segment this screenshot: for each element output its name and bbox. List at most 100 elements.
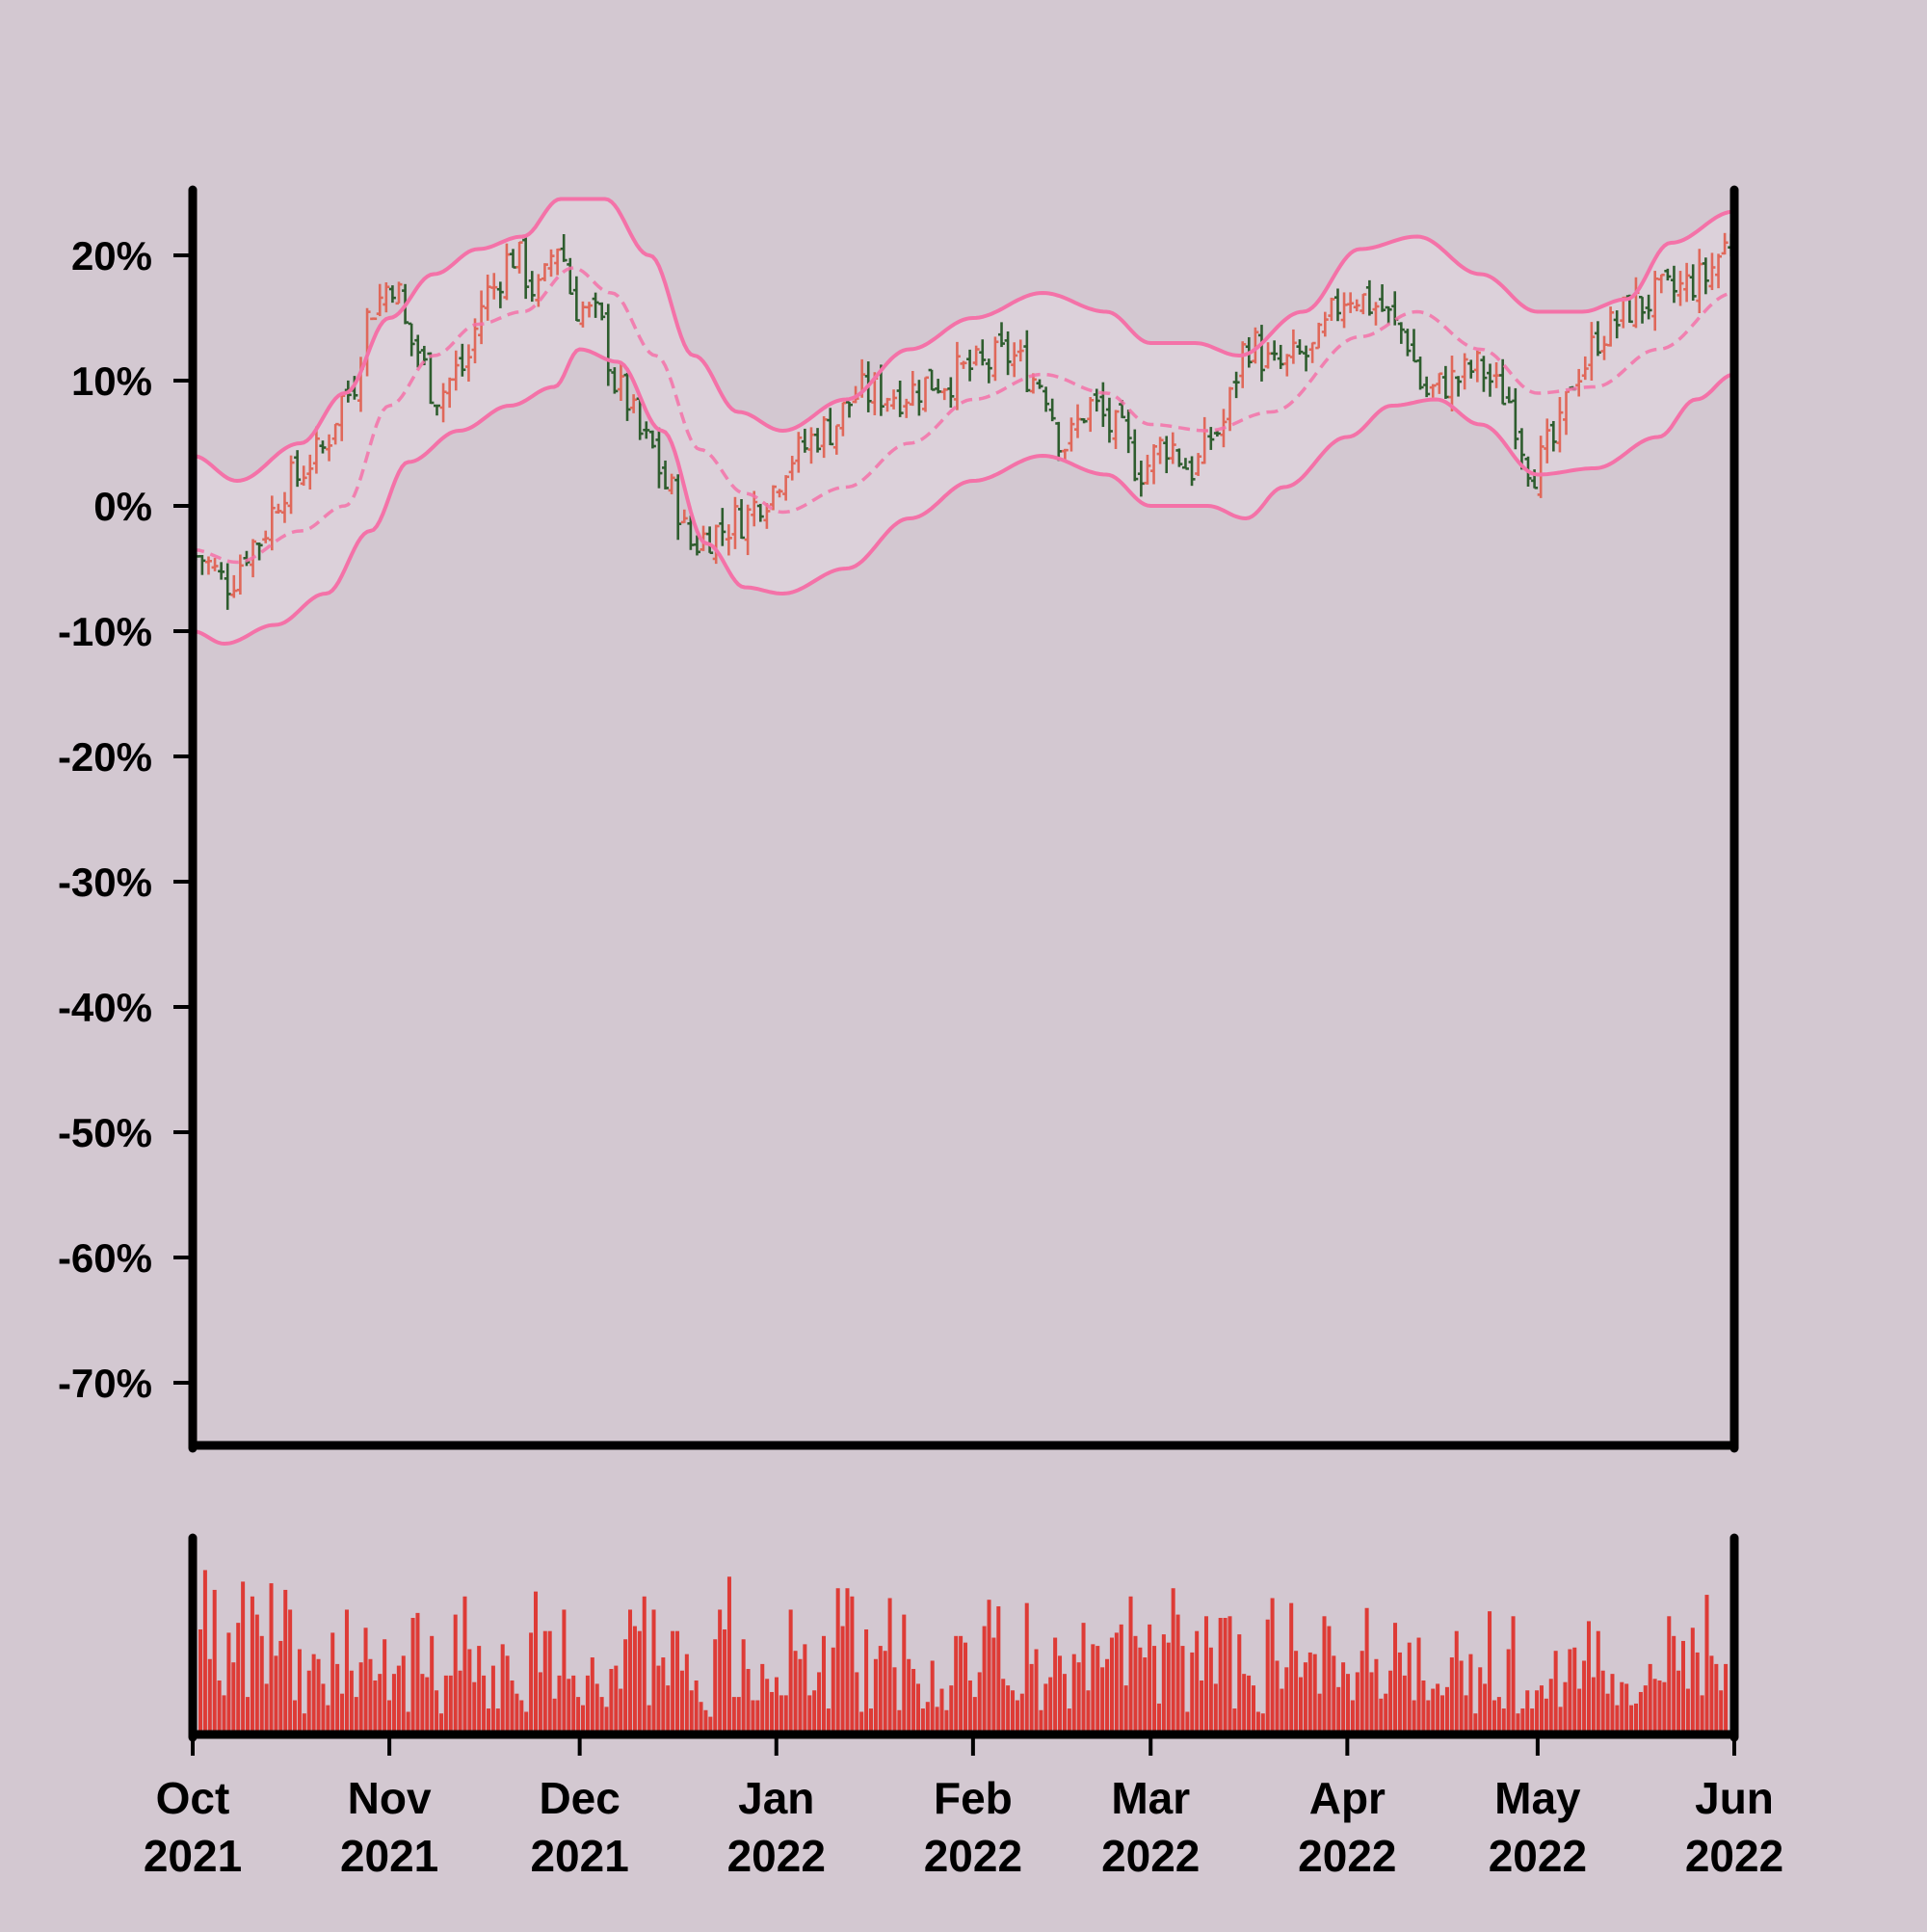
ohlc-bar: [395, 281, 403, 305]
volume-bar: [1100, 1667, 1105, 1732]
volume-bar: [1227, 1616, 1232, 1732]
volume-bar: [330, 1632, 335, 1732]
ohlc-bar: [725, 524, 732, 556]
x-tick-label-month: Nov: [348, 1773, 432, 1823]
volume-bar: [557, 1675, 562, 1732]
volume-bar: [628, 1609, 633, 1732]
volume-bar: [1444, 1686, 1449, 1732]
volume-bar: [1426, 1700, 1431, 1732]
volume-bar: [274, 1655, 278, 1732]
volume-bar: [1535, 1690, 1540, 1732]
volume-bar: [803, 1644, 807, 1732]
volume-bar: [713, 1639, 718, 1732]
ohlc-bar: [1257, 325, 1265, 382]
ohlc-bar: [280, 491, 288, 523]
x-tick-label-year: 2021: [144, 1831, 242, 1881]
volume-bar: [1600, 1670, 1605, 1732]
x-tick-label-year: 2022: [1101, 1831, 1200, 1881]
ohlc-bar: [592, 292, 599, 318]
volume-bar: [1200, 1680, 1204, 1732]
volume-bar: [1473, 1713, 1478, 1732]
ohlc-bar: [370, 317, 378, 321]
volume-bar: [982, 1626, 987, 1732]
date-x-axis: Oct 2021 Nov 2021 Dec 2021 Jan 2022 Feb 2022 Mar 20…: [144, 1734, 1783, 1881]
ohlc-bar: [1600, 335, 1608, 360]
ohlc-bar: [1715, 253, 1723, 289]
ohlc-bar: [1588, 322, 1596, 381]
ohlc-bar: [579, 301, 587, 328]
volume-bar: [954, 1635, 959, 1732]
ohlc-bar: [1321, 311, 1329, 337]
volume-bar: [1307, 1652, 1312, 1732]
volume-bar: [1629, 1705, 1634, 1732]
volume-bar: [226, 1632, 231, 1732]
ohlc-bar: [991, 336, 999, 382]
volume-bar: [443, 1675, 448, 1732]
volume-bar: [1019, 1693, 1024, 1732]
volume-bar: [972, 1697, 977, 1732]
volume-bar: [964, 1642, 968, 1732]
ohlc-bar: [1068, 417, 1075, 452]
ohlc-bar: [1055, 421, 1063, 462]
volume-bar: [726, 1576, 731, 1732]
volume-bar: [1577, 1688, 1582, 1732]
volume-bar: [1039, 1709, 1043, 1732]
volume-bar: [207, 1658, 212, 1732]
volume-bar: [774, 1677, 779, 1732]
ohlc-bar: [255, 543, 263, 561]
x-tick-label-year: 2021: [530, 1831, 628, 1881]
ohlc-bar: [496, 281, 504, 308]
volume-bar: [581, 1705, 586, 1732]
x-tick-label-month: Mar: [1111, 1773, 1190, 1823]
volume-bar: [1685, 1688, 1690, 1732]
ohlc-bar: [1048, 398, 1056, 422]
volume-bar: [293, 1700, 298, 1732]
volume-bar: [1384, 1693, 1388, 1732]
ohlc-bar: [1448, 356, 1456, 411]
ohlc-bar: [909, 370, 916, 407]
ohlc-bar: [940, 387, 948, 401]
ohlc-bar: [966, 349, 974, 382]
volume-bar: [661, 1657, 666, 1732]
ohlc-bar: [1303, 345, 1310, 372]
ohlc-bar: [1296, 339, 1304, 356]
volume-bar: [1667, 1616, 1672, 1732]
volume-bar: [1496, 1697, 1501, 1732]
volume-bar: [1714, 1663, 1719, 1732]
ohlc-bar: [1315, 322, 1323, 350]
volume-bar: [1468, 1654, 1473, 1732]
ohlc-bar: [478, 290, 486, 345]
ohlc-bar: [1099, 382, 1107, 428]
volume-bar: [458, 1670, 462, 1732]
ohlc-bar: [567, 257, 574, 296]
volume-bar: [845, 1588, 850, 1732]
volume-bar: [826, 1708, 831, 1732]
volume-bar: [217, 1680, 222, 1732]
ohlc-bar: [827, 408, 834, 446]
volume-bar: [977, 1672, 982, 1732]
ohlc-bar: [1549, 420, 1557, 452]
ohlc-bar: [979, 339, 987, 366]
volume-bar: [1180, 1646, 1185, 1732]
ohlc-bar: [998, 322, 1006, 348]
ohlc-bar: [1239, 341, 1247, 388]
volume-bar: [486, 1708, 490, 1732]
ohlc-bar: [1645, 294, 1652, 320]
volume-bar: [1355, 1672, 1359, 1732]
volume-bar: [1615, 1705, 1620, 1732]
volume-bar: [1700, 1695, 1704, 1732]
x-tick-label-year: 2022: [1489, 1831, 1587, 1881]
volume-bar: [1015, 1700, 1019, 1732]
volume-bar: [1350, 1700, 1355, 1732]
ohlc-bar: [1004, 331, 1012, 376]
ohlc-bar: [915, 380, 923, 416]
volume-bar: [868, 1708, 873, 1732]
ohlc-bar: [300, 465, 307, 487]
ohlc-bar: [459, 343, 466, 377]
ohlc-bar: [294, 450, 302, 488]
ohlc-bar: [1670, 265, 1677, 304]
ohlc-bar: [1087, 397, 1095, 433]
ohlc-bar: [1379, 284, 1386, 312]
ohlc-bar: [1651, 271, 1659, 331]
ohlc-bar: [643, 421, 650, 439]
